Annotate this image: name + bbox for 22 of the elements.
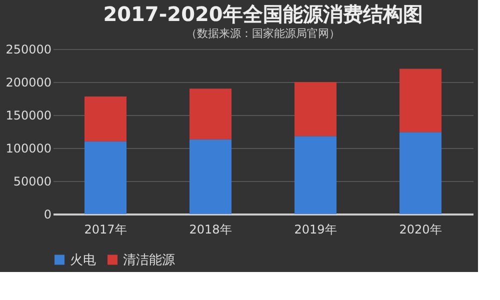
x-tick-label: 2017年	[84, 222, 127, 236]
legend-label: 清洁能源	[123, 252, 175, 268]
chart-title: 2017-2020年全国能源消费结构图	[103, 2, 423, 26]
bar	[84, 96, 126, 142]
legend-label: 火电	[70, 252, 96, 268]
x-tick-label: 2020年	[399, 222, 442, 236]
chart-subtitle: （数据来源：国家能源局官网）	[186, 27, 340, 40]
y-tick-label: 150000	[6, 108, 52, 122]
bar	[400, 132, 442, 214]
y-tick-label: 0	[44, 208, 52, 222]
bar	[84, 141, 126, 214]
x-tick-label: 2019年	[294, 222, 337, 236]
bar	[190, 88, 232, 140]
y-tick-label: 100000	[6, 142, 52, 156]
y-tick-label: 200000	[6, 76, 52, 90]
y-tick-label: 50000	[13, 174, 52, 188]
y-tick-label: 250000	[6, 42, 52, 56]
bar	[294, 82, 336, 136]
bar	[294, 136, 336, 214]
x-tick-label: 2018年	[189, 222, 232, 236]
bar	[400, 68, 442, 132]
bar	[190, 139, 232, 214]
